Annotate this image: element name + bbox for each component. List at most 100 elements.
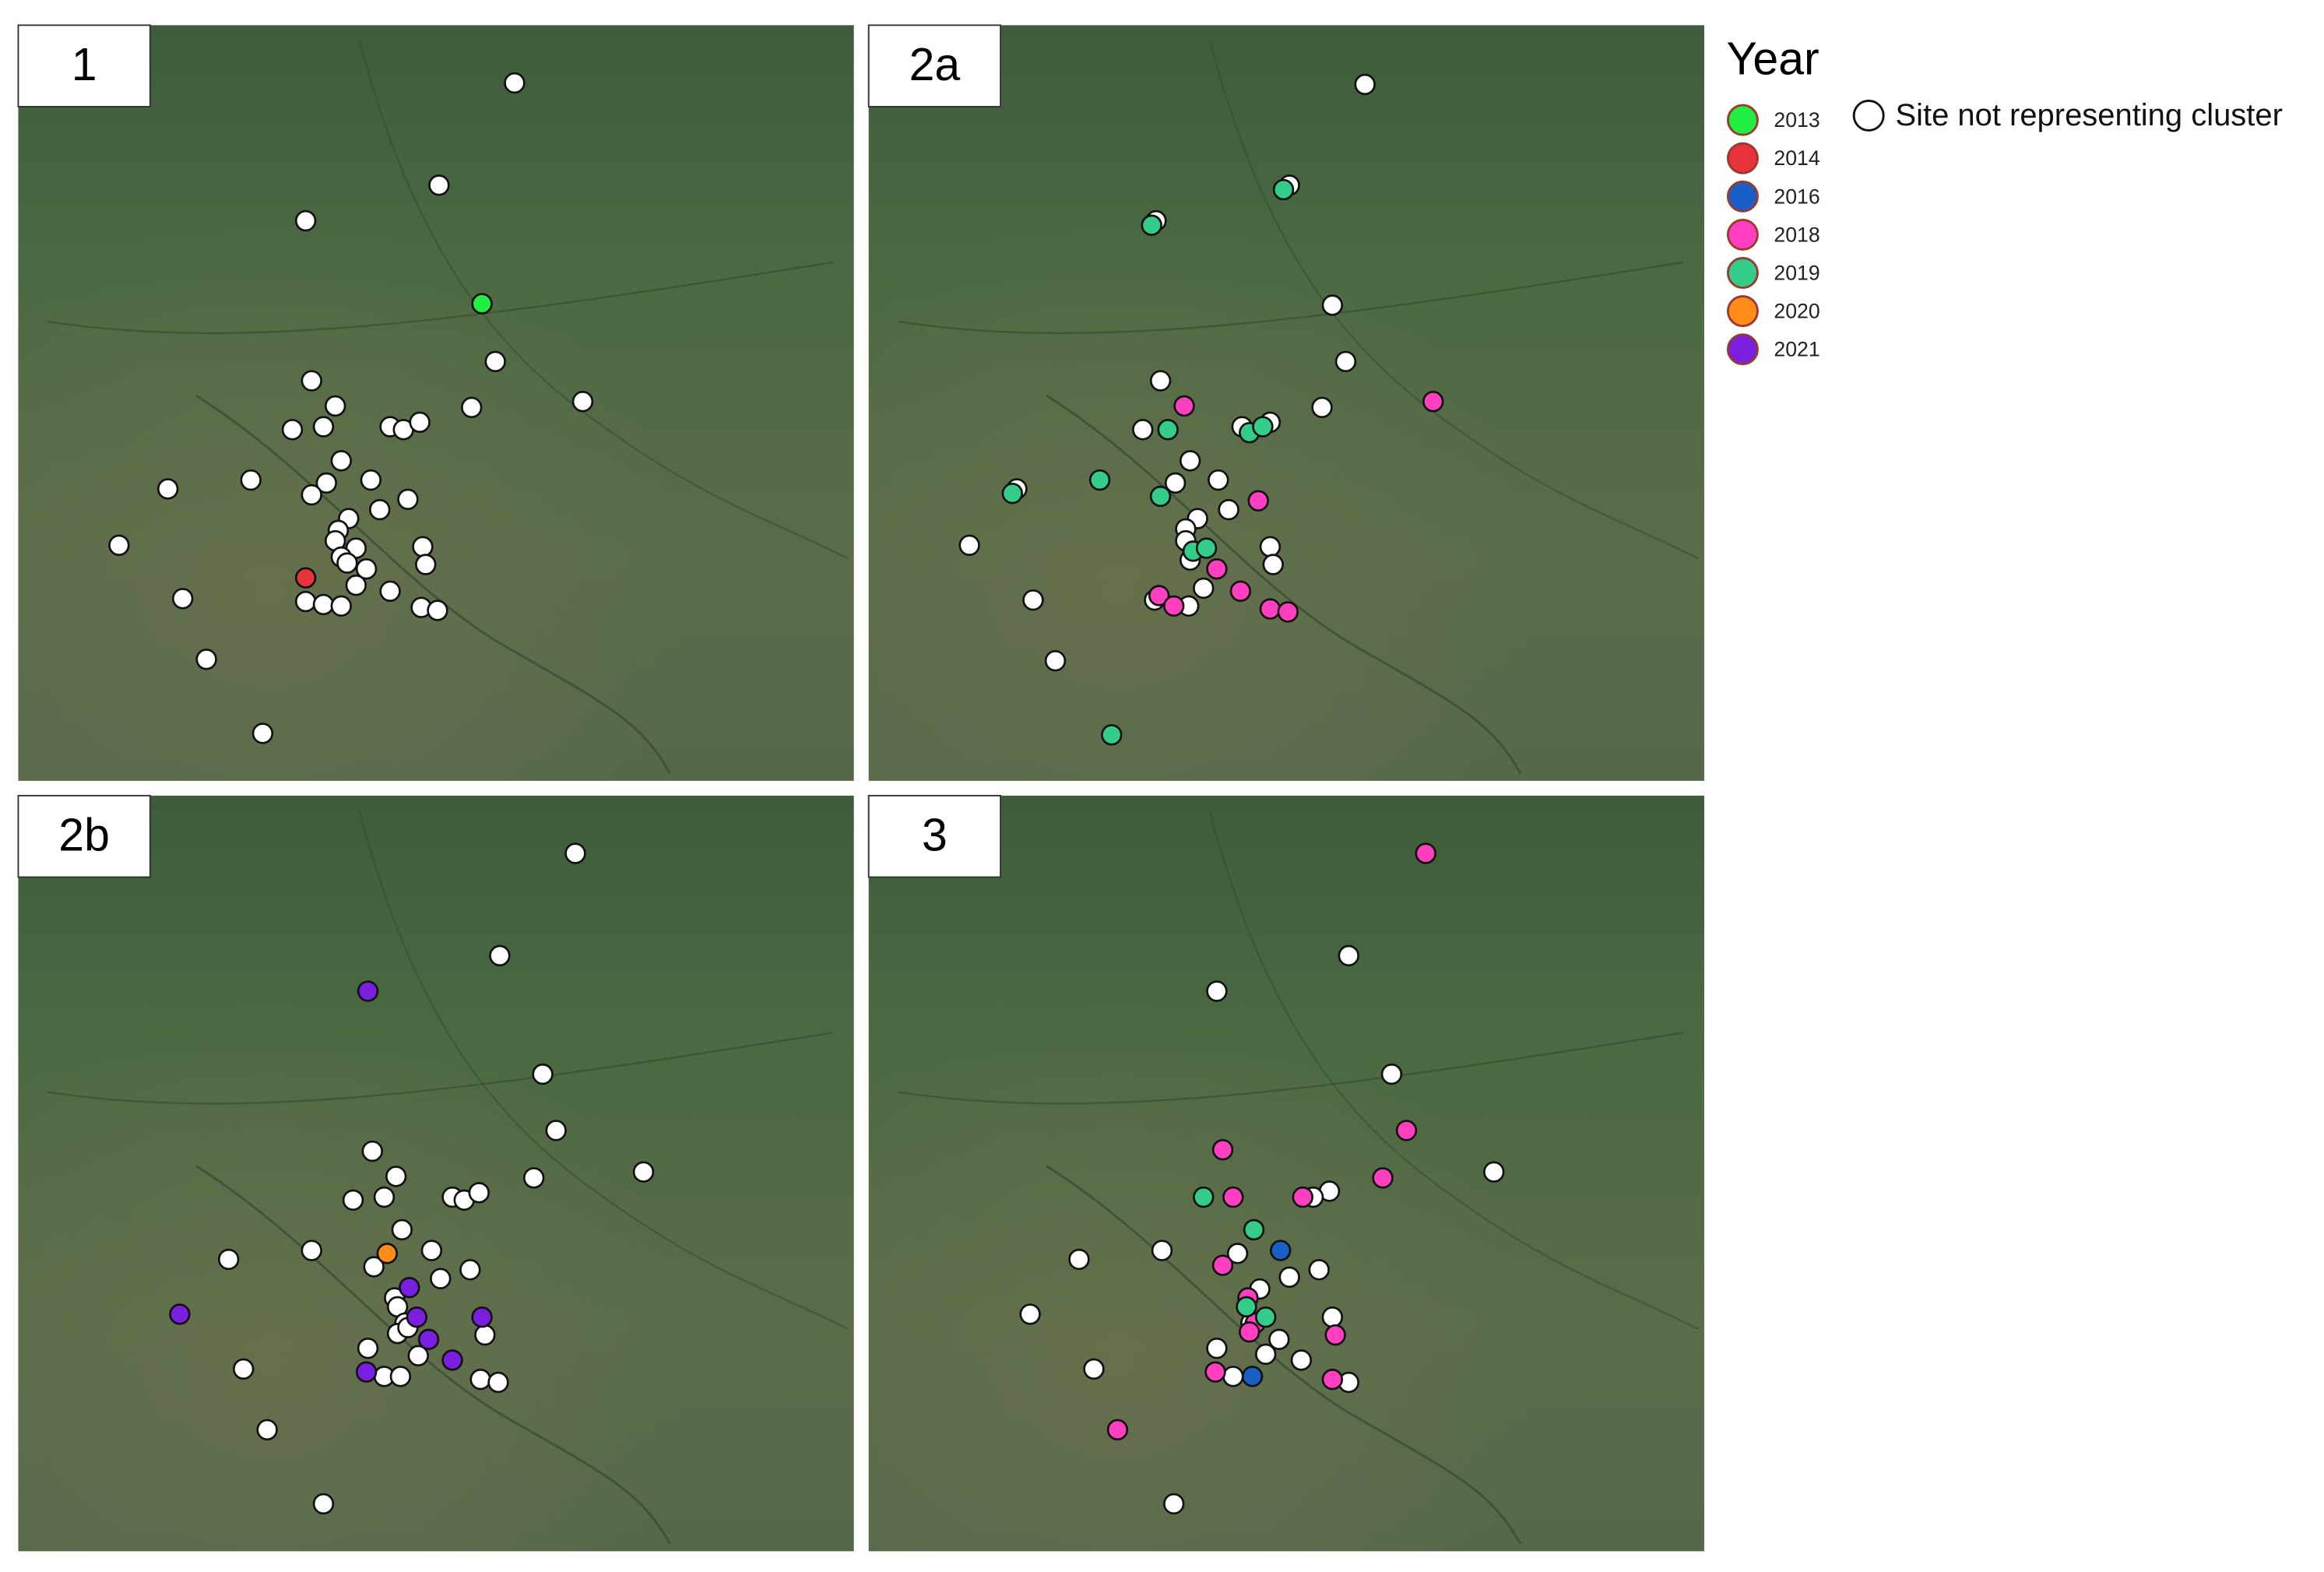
site-cluster	[1236, 1296, 1257, 1318]
site-cluster	[406, 1306, 428, 1328]
site-other	[409, 411, 431, 434]
site-other	[1321, 294, 1344, 316]
river	[47, 1032, 834, 1105]
site-other	[1044, 650, 1067, 672]
site-other	[522, 1167, 545, 1189]
site-other	[369, 498, 391, 521]
site-cluster	[1141, 214, 1162, 236]
site-cluster	[1415, 842, 1436, 864]
site-other	[240, 469, 262, 491]
site-other	[301, 484, 322, 506]
panel-label-box	[17, 794, 151, 878]
legend-swatch	[1726, 180, 1759, 213]
site-other	[171, 588, 194, 610]
site-other	[1334, 350, 1357, 373]
site-cluster	[1270, 1240, 1292, 1261]
site-cluster	[1148, 585, 1170, 607]
site-cluster	[1292, 1186, 1313, 1208]
site-other	[459, 1259, 481, 1281]
site-cluster	[1157, 419, 1179, 441]
legend-swatch	[1726, 104, 1759, 136]
site-other	[487, 1371, 509, 1394]
site-other	[324, 395, 346, 417]
site-other	[407, 1345, 429, 1366]
river	[1208, 40, 1699, 560]
site-other	[1208, 469, 1229, 491]
river	[898, 261, 1684, 334]
site-other	[958, 534, 980, 556]
site-other	[468, 1182, 490, 1204]
site-other	[1193, 577, 1215, 600]
river	[195, 1165, 671, 1545]
site-other	[312, 416, 335, 438]
site-cluster	[1173, 395, 1195, 417]
site-other	[379, 580, 401, 602]
site-other	[1132, 419, 1154, 441]
site-cluster	[1204, 1361, 1226, 1383]
site-other	[1206, 1337, 1228, 1359]
site-other	[363, 1256, 385, 1278]
site-other	[1164, 472, 1187, 494]
site-other	[355, 558, 378, 580]
site-other	[330, 595, 352, 617]
site-other	[342, 1189, 364, 1212]
site-other	[301, 370, 322, 392]
site-cluster	[1222, 1186, 1244, 1208]
site-other	[1311, 396, 1333, 419]
site-other	[1354, 73, 1376, 96]
site-cluster	[1206, 558, 1228, 580]
panel-label: 2a	[909, 39, 961, 90]
legend-label: 2021	[1774, 338, 1819, 361]
panel-label-box	[17, 24, 151, 107]
site-cluster	[1211, 1254, 1234, 1276]
river	[898, 1032, 1684, 1105]
site-other	[1149, 370, 1172, 392]
site-other	[330, 450, 352, 472]
site-cluster	[1321, 1368, 1344, 1391]
map-texture	[18, 795, 854, 1552]
site-cluster	[1211, 1138, 1234, 1161]
site-other	[1206, 980, 1228, 1002]
site-cluster	[1088, 469, 1111, 491]
site-other	[312, 593, 335, 616]
site-other	[412, 536, 434, 557]
site-other	[1278, 1266, 1300, 1289]
site-cluster	[1193, 1186, 1215, 1208]
legend-label: 2020	[1774, 300, 1819, 323]
site-other	[1338, 944, 1359, 967]
site-other	[1179, 450, 1201, 472]
legend-swatch	[1726, 333, 1759, 366]
legend-swatch-other	[1852, 99, 1885, 132]
legend-label: 2018	[1774, 223, 1819, 246]
site-other	[360, 469, 382, 491]
site-other	[428, 174, 450, 196]
site-cluster	[1372, 1167, 1394, 1189]
site-cluster	[1163, 595, 1185, 617]
site-cluster	[1241, 1366, 1264, 1387]
site-cluster	[1149, 485, 1172, 508]
legend-title: Year	[1727, 33, 1819, 85]
site-cluster	[1259, 598, 1282, 620]
site-cluster	[357, 980, 379, 1002]
site-other	[256, 1419, 278, 1441]
site-other	[484, 350, 506, 373]
site-other	[571, 390, 594, 413]
site-other	[1163, 1493, 1185, 1515]
site-other	[1262, 554, 1284, 575]
site-other	[430, 1268, 452, 1289]
site-cluster	[1229, 580, 1252, 602]
site-other	[564, 842, 586, 864]
site-cluster	[1195, 537, 1218, 559]
site-other	[1019, 1303, 1041, 1325]
river	[1046, 1165, 1522, 1545]
map-texture	[868, 25, 1704, 781]
panel-label-box	[867, 794, 1002, 878]
site-other	[1226, 1243, 1249, 1264]
site-other	[1083, 1358, 1105, 1380]
site-cluster	[169, 1303, 191, 1325]
legend-other-label: Site not representing cluster	[1895, 98, 2282, 132]
panel-label-box	[867, 24, 1002, 107]
site-other	[315, 472, 337, 494]
